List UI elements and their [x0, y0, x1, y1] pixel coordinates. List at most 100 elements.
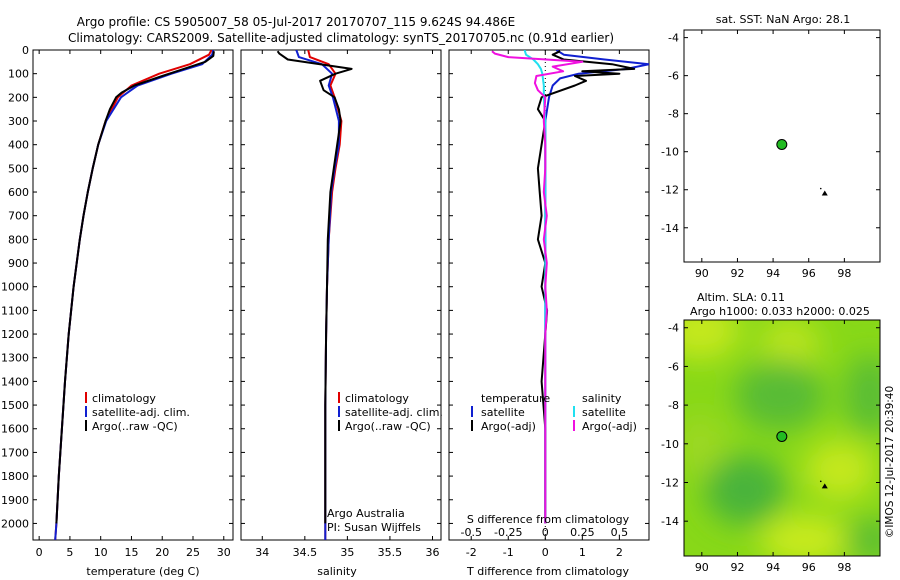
- depth-tick-label: 600: [8, 186, 29, 199]
- legend-title-temperature: temperature: [481, 392, 550, 405]
- depth-tick-label: 1500: [1, 399, 29, 412]
- sla-map-frame: [683, 319, 881, 557]
- depth-tick-label: 2000: [1, 517, 29, 530]
- sla-blob-light: [760, 320, 820, 373]
- sst-map-xtick-label: 94: [766, 267, 780, 280]
- sst-map-ytick-label: -14: [661, 222, 679, 235]
- sla-map-ytick-label: -10: [661, 438, 679, 451]
- sla-blob-dark: [845, 355, 880, 435]
- temperature-xtick-label: 25: [186, 546, 200, 559]
- difference-top-tick-label: 0: [542, 526, 549, 539]
- sst-map-xtick-label: 90: [695, 267, 709, 280]
- difference-top-tick-label: -0.25: [494, 526, 522, 539]
- legend-title-salinity: salinity: [582, 392, 622, 405]
- sst-map-ytick-label: -4: [668, 32, 679, 45]
- difference-top-tick-label: -0.5: [460, 526, 481, 539]
- sst-map-previous-position-marker: [821, 190, 828, 196]
- depth-tick-label: 900: [8, 257, 29, 270]
- depth-tick-label: 500: [8, 162, 29, 175]
- sla-blob-dark: [705, 455, 785, 525]
- legend-label-sat-temp: satellite: [481, 406, 525, 419]
- sst-map-track-dot: [819, 187, 822, 190]
- depth-tick-label: 100: [8, 68, 29, 81]
- sst-map-argo-position-marker: [776, 138, 788, 150]
- sla-map-xtick-label: 96: [802, 561, 816, 574]
- difference-xtick-label: -2: [466, 546, 477, 559]
- sla-map-ytick-label: -8: [668, 399, 679, 412]
- sla-map-ytick-label: -6: [668, 360, 679, 373]
- temperature-xlabel: temperature (deg C): [86, 565, 199, 578]
- temperature-xtick-label: 5: [66, 546, 73, 559]
- depth-tick-label: 200: [8, 91, 29, 104]
- salinity-xtick-label: 35: [340, 546, 354, 559]
- sst-map-ytick-label: -8: [668, 108, 679, 121]
- salinity-xlabel: salinity: [317, 565, 357, 578]
- difference-top-tick-label: 0.25: [570, 526, 595, 539]
- sla-blob-dark: [735, 360, 825, 430]
- legend-label-argo: Argo(..raw -QC): [92, 420, 178, 433]
- depth-tick-label: 1600: [1, 423, 29, 436]
- depth-tick-label: 300: [8, 115, 29, 128]
- salinity-xtick-label: 34.5: [293, 546, 318, 559]
- sla-map-argo-position-marker: [776, 430, 788, 442]
- legend-label-argo: Argo(..raw -QC): [345, 420, 431, 433]
- sst-map-xtick-label: 96: [802, 267, 816, 280]
- sla-map-ytick-label: -14: [661, 515, 679, 528]
- salinity-panel-frame: [240, 49, 442, 541]
- sla-map-title-1: Altim. SLA: 0.11: [697, 291, 785, 304]
- depth-tick-label: 800: [8, 233, 29, 246]
- legend-label-sat-sal: satellite: [582, 406, 626, 419]
- sla-map-xtick-label: 94: [766, 561, 780, 574]
- depth-tick-label: 1900: [1, 494, 29, 507]
- sst-map-xtick-label: 98: [837, 267, 851, 280]
- depth-tick-label: 1300: [1, 352, 29, 365]
- sla-map-track-dot: [819, 480, 822, 483]
- temperature-xtick-label: 30: [217, 546, 231, 559]
- salinity-xtick-label: 35.5: [378, 546, 403, 559]
- depth-tick-label: 700: [8, 210, 29, 223]
- salinity-xtick-label: 36: [425, 546, 439, 559]
- depth-tick-label: 400: [8, 139, 29, 152]
- series-line-climatology: [54, 50, 213, 540]
- header-line1: Argo profile: CS 5905007_58 05-Jul-2017 …: [77, 15, 515, 29]
- legend-label-climatology: climatology: [345, 392, 409, 405]
- salinity-xtick-label: 34: [255, 546, 269, 559]
- legend-label-argo-temp: Argo(-adj): [481, 420, 536, 433]
- sst-map-frame: [683, 29, 881, 263]
- legend-label-argo-sal: Argo(-adj): [582, 420, 637, 433]
- sst-map-title: sat. SST: NaN Argo: 28.1: [716, 13, 850, 26]
- series-line-argo-raw-qc-: [55, 51, 215, 524]
- depth-tick-label: 1400: [1, 375, 29, 388]
- copyright-label: ©IMOS 12-Jul-2017 20:39:40: [884, 386, 896, 538]
- series-line-satellite-adj-clim-: [295, 50, 340, 540]
- sla-map-ytick-label: -12: [661, 476, 679, 489]
- sst-map-ytick-label: -10: [661, 146, 679, 159]
- difference-xlabel: T difference from climatology: [466, 565, 629, 578]
- temperature-xtick-label: 20: [155, 546, 169, 559]
- depth-tick-label: 1000: [1, 281, 29, 294]
- series-line-satellite-adj-clim-: [54, 50, 215, 540]
- difference-legend: temperature salinity satellite Argo(-adj…: [471, 392, 637, 433]
- sla-blob-light: [805, 440, 875, 500]
- sst-map-ytick-label: -12: [661, 184, 679, 197]
- sla-map-xtick-label: 90: [695, 561, 709, 574]
- sla-blob-light: [684, 320, 740, 360]
- legend-label-satellite: satellite-adj. clim.: [92, 406, 190, 419]
- depth-tick-label: 1200: [1, 328, 29, 341]
- difference-xtick-label: 1: [579, 546, 586, 559]
- difference-xtick-label: 2: [616, 546, 623, 559]
- depth-tick-label: 1100: [1, 304, 29, 317]
- difference-xtick-label: -1: [503, 546, 514, 559]
- legend-label-satellite: satellite-adj. clim.: [345, 406, 443, 419]
- sla-blob-light: [760, 515, 850, 556]
- sla-heatmap: [684, 320, 880, 556]
- series-line-salinity-argo-adj-: [491, 50, 584, 524]
- sla-blob-mid: [684, 415, 725, 475]
- temperature-panel-frame: [32, 49, 234, 541]
- difference-top-label: S difference from climatology: [467, 513, 630, 526]
- depth-tick-label: 1700: [1, 446, 29, 459]
- sla-map-xtick-label: 98: [837, 561, 851, 574]
- depth-tick-label: 1800: [1, 470, 29, 483]
- salinity-legend: climatology satellite-adj. clim. Argo(..…: [338, 392, 443, 433]
- salinity-annotation-2: PI: Susan Wijffels: [327, 521, 421, 534]
